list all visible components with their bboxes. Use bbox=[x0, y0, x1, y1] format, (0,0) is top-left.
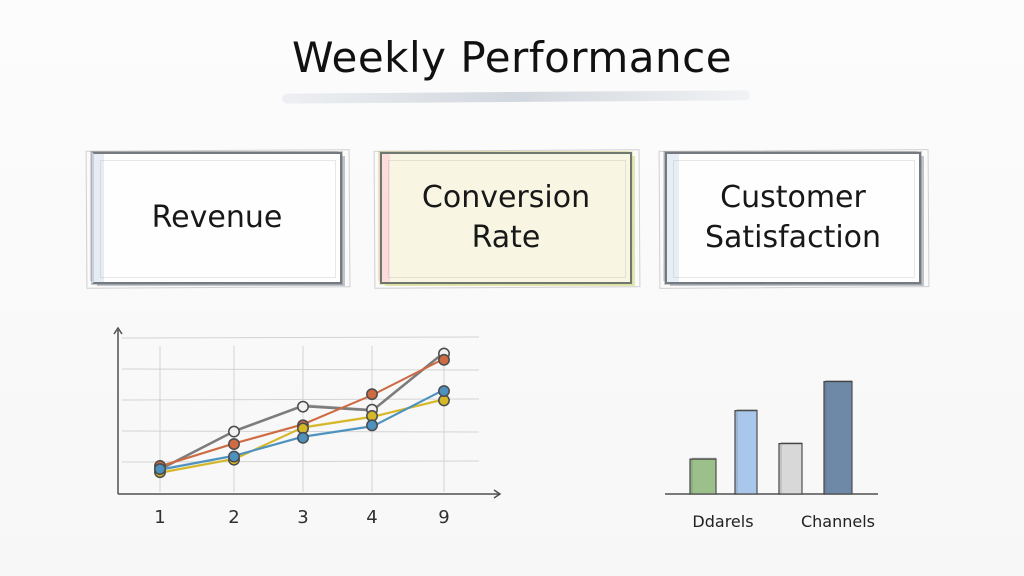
line-chart-gridline bbox=[121, 398, 480, 401]
line-point bbox=[228, 450, 240, 463]
revenue-card: Revenue bbox=[92, 152, 342, 284]
bar-sketch-outline bbox=[825, 380, 853, 495]
revenue-card-label: Revenue bbox=[151, 200, 283, 235]
line-point bbox=[154, 463, 166, 475]
bar bbox=[778, 443, 803, 495]
line-chart-gridline bbox=[121, 430, 480, 433]
line-point bbox=[438, 385, 450, 397]
bar bbox=[734, 410, 758, 495]
line-chart-x-axis-arrow bbox=[493, 489, 502, 499]
line-series bbox=[158, 351, 445, 471]
line-point bbox=[228, 438, 240, 451]
bar-chart-category-label: Channels bbox=[801, 512, 875, 531]
line-point bbox=[297, 419, 309, 432]
line-point bbox=[154, 459, 166, 472]
line-point bbox=[438, 347, 450, 360]
bar-chart: Ddarels Channels bbox=[665, 380, 878, 531]
line-point bbox=[366, 388, 378, 401]
line-point bbox=[228, 425, 240, 438]
line-series-sketch bbox=[160, 397, 446, 473]
customer-satisfaction-card-label: Customer Satisfaction bbox=[704, 180, 882, 255]
line-point bbox=[366, 403, 378, 416]
line-point bbox=[438, 353, 450, 366]
line-series-sketch bbox=[160, 388, 446, 470]
bar-sketch-outline bbox=[780, 442, 803, 495]
bar-chart-category-label: Ddarels bbox=[692, 512, 753, 531]
line-chart-gridline bbox=[121, 368, 480, 371]
line-point bbox=[228, 453, 240, 466]
bar bbox=[689, 458, 717, 495]
line-point bbox=[154, 463, 166, 475]
line-chart-x-tick-label: 4 bbox=[366, 507, 377, 528]
line-chart-x-tick-label: 2 bbox=[228, 507, 239, 528]
bar-sketch-outline bbox=[736, 409, 758, 495]
conversion-rate-card-label: Conversion Rate bbox=[421, 180, 591, 255]
line-series bbox=[158, 389, 445, 471]
customer-satisfaction-card: Customer Satisfaction bbox=[665, 152, 921, 284]
line-chart: 1 2 3 4 9 bbox=[113, 326, 502, 528]
title-underline bbox=[281, 90, 751, 104]
line-point bbox=[438, 394, 450, 407]
line-series-sketch bbox=[160, 351, 446, 470]
line-point bbox=[366, 410, 378, 422]
line-series bbox=[158, 398, 445, 475]
bar bbox=[823, 380, 853, 495]
line-chart-gridline bbox=[121, 460, 480, 463]
line-series bbox=[158, 358, 445, 468]
line-point bbox=[154, 466, 166, 479]
line-point bbox=[297, 431, 309, 444]
page-title: Weekly Performance bbox=[291, 33, 733, 82]
line-chart-x-tick-label: 3 bbox=[297, 507, 308, 528]
line-chart-y-axis-arrow bbox=[113, 326, 123, 335]
line-chart-gridline bbox=[121, 336, 480, 339]
conversion-rate-card: Conversion Rate bbox=[380, 152, 632, 284]
line-point bbox=[297, 400, 309, 413]
line-chart-x-tick-label: 9 bbox=[438, 507, 449, 528]
line-chart-x-tick-label: 1 bbox=[154, 507, 165, 528]
line-point bbox=[366, 419, 378, 432]
line-point bbox=[297, 422, 309, 435]
bar-sketch-outline bbox=[691, 457, 717, 495]
line-series-sketch bbox=[160, 357, 446, 467]
